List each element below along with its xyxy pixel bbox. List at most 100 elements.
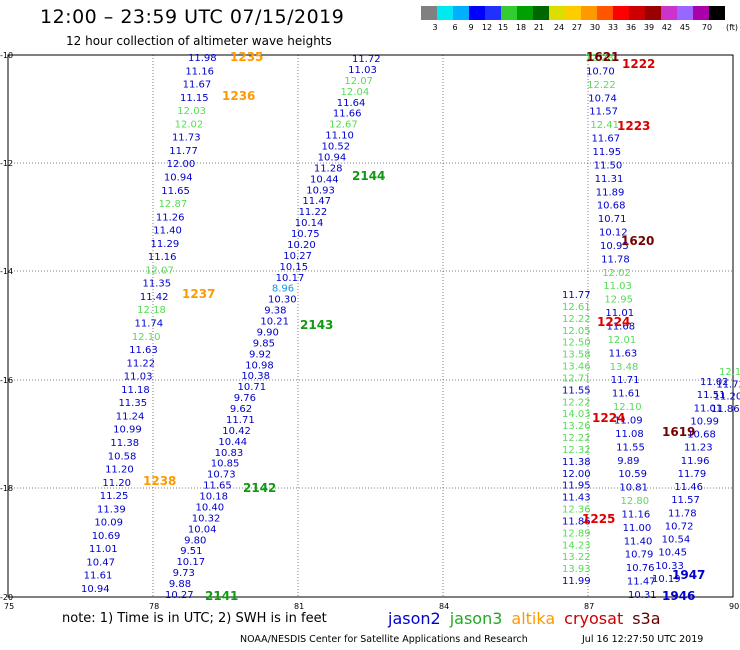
swh-value: 11.03 <box>603 281 632 292</box>
swh-value: 11.01 <box>605 308 634 319</box>
swh-value: 10.44 <box>310 174 339 185</box>
swh-value: 10.54 <box>662 535 691 546</box>
pass-time-label: 1235 <box>230 50 263 64</box>
swh-value: 10.18 <box>199 492 228 503</box>
swh-value: 12.50 <box>562 338 591 349</box>
swh-value: 9.85 <box>253 338 275 349</box>
swh-value: 10.12 <box>599 228 628 239</box>
lat-tick-label: -20 <box>0 593 13 602</box>
pass-time-label: 1238 <box>143 474 176 488</box>
swh-value: 11.23 <box>684 443 713 454</box>
swh-value: 11.65 <box>161 186 190 197</box>
color-swatch <box>469 6 485 20</box>
swh-value: 11.78 <box>668 508 697 519</box>
swh-value: 11.02 <box>700 377 729 388</box>
pass-time-label: 1223 <box>617 119 650 133</box>
color-scale-label: 45 <box>679 23 691 32</box>
swh-value: 14.23 <box>562 540 591 551</box>
swh-value: 9.90 <box>257 327 279 338</box>
swh-value: 11.25 <box>100 491 129 502</box>
swh-value: 10.15 <box>279 262 308 273</box>
swh-value: 10.76 <box>626 563 655 574</box>
pass-time-label: 1237 <box>182 287 215 301</box>
swh-value: 11.89 <box>596 187 625 198</box>
swh-value: 10.17 <box>176 557 205 568</box>
swh-value: 12.22 <box>562 433 591 444</box>
swh-value: 11.71 <box>226 415 255 426</box>
swh-value: 11.47 <box>302 196 331 207</box>
swh-value: 12.22 <box>562 397 591 408</box>
swh-value: 10.19 <box>652 574 681 585</box>
swh-value: 10.09 <box>94 518 123 529</box>
swh-value: 11.35 <box>118 398 147 409</box>
color-scale-label: 12 <box>481 23 493 32</box>
swh-value: 10.45 <box>658 548 687 559</box>
swh-value: 10.38 <box>241 371 270 382</box>
swh-value: 10.71 <box>238 382 267 393</box>
swh-value: 11.10 <box>325 131 354 142</box>
swh-value: 12.32 <box>562 445 591 456</box>
lon-tick-label: 87 <box>584 602 594 611</box>
satellite-legend-s3a: s3a <box>632 609 661 628</box>
swh-value: 11.55 <box>562 385 591 396</box>
swh-value: 11.01 <box>89 544 118 555</box>
swh-value: 12.41 <box>590 120 619 131</box>
swh-value: 11.20 <box>102 478 131 489</box>
swh-value: 11.66 <box>333 109 362 120</box>
swh-value: 11.47 <box>627 577 656 588</box>
color-scale-label: 6 <box>452 23 458 32</box>
swh-value: 10.72 <box>665 521 694 532</box>
page-subtitle: 12 hour collection of altimeter wave hei… <box>66 34 332 48</box>
swh-value: 11.95 <box>593 147 622 158</box>
swh-value: 10.30 <box>268 295 297 306</box>
lon-tick-label: 81 <box>294 602 304 611</box>
swh-value: 10.83 <box>215 448 244 459</box>
swh-value: 12.61 <box>562 302 591 313</box>
color-scale-label: 24 <box>553 23 565 32</box>
swh-value: 11.40 <box>624 536 653 547</box>
swh-value: 11.63 <box>129 345 158 356</box>
lat-tick-label: -18 <box>0 484 13 493</box>
swh-value: 11.79 <box>678 469 707 480</box>
swh-value: 11.38 <box>110 438 139 449</box>
swh-value: 12.36 <box>562 505 591 516</box>
swh-value: 10.32 <box>192 513 221 524</box>
color-swatch <box>677 6 693 20</box>
swh-value: 10.27 <box>165 590 194 601</box>
pass-time-label: 1946 <box>662 589 695 603</box>
lon-tick-label: 84 <box>439 602 449 611</box>
swh-value: 11.67 <box>591 134 620 145</box>
swh-value: 11.68 <box>607 322 636 333</box>
swh-value: 10.21 <box>260 317 289 328</box>
swh-value: 11.40 <box>153 226 182 237</box>
satellite-legend: jason2 jason3 altika cryosat s3a <box>388 609 670 628</box>
swh-value: 10.14 <box>295 218 324 229</box>
satellite-legend-jason3: jason3 <box>449 609 503 628</box>
color-swatch <box>565 6 581 20</box>
swh-value: 11.43 <box>562 493 591 504</box>
swh-value: 11.77 <box>169 146 198 157</box>
swh-value: 10.52 <box>321 142 350 153</box>
swh-value: 10.99 <box>690 416 719 427</box>
swh-value: 11.77 <box>562 290 591 301</box>
swh-value: 10.68 <box>687 430 716 441</box>
swh-value: 11.03 <box>348 65 377 76</box>
swh-value: 12.28 <box>585 53 614 64</box>
satellite-legend-jason2: jason2 <box>388 609 441 628</box>
swh-value: 11.99 <box>562 576 591 587</box>
swh-value: 11.16 <box>622 509 651 520</box>
swh-value: 10.42 <box>222 426 251 437</box>
swh-value: 10.73 <box>207 470 236 481</box>
swh-value: 10.94 <box>81 584 110 595</box>
swh-value: 11.00 <box>623 523 652 534</box>
swh-value: 12.05 <box>562 326 591 337</box>
color-swatch <box>661 6 677 20</box>
swh-value: 13.93 <box>562 564 591 575</box>
swh-value: 11.09 <box>614 415 643 426</box>
swh-value: 10.58 <box>108 451 137 462</box>
swh-value: 11.95 <box>562 481 591 492</box>
color-swatch <box>709 6 725 20</box>
color-scale-label: 27 <box>571 23 583 32</box>
swh-value: 11.96 <box>681 456 710 467</box>
